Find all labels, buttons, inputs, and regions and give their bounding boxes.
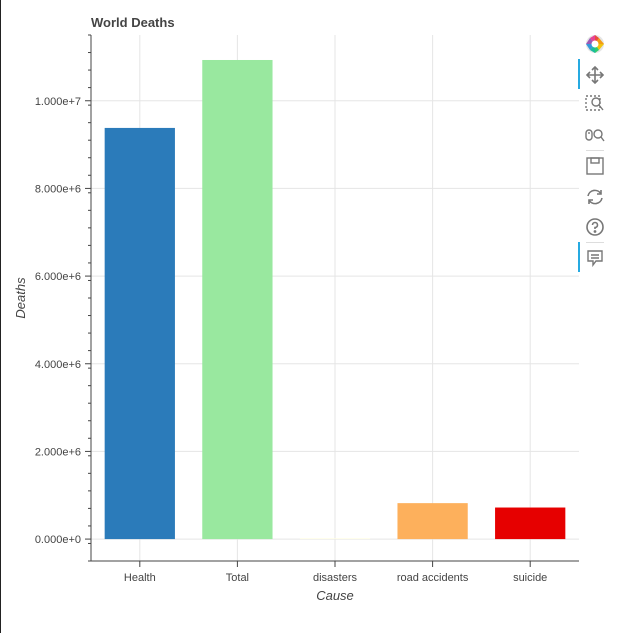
y-tick-label: 4.000e+6 xyxy=(35,359,81,371)
toolbar-divider xyxy=(586,150,604,151)
bokeh-logo-icon[interactable] xyxy=(584,33,606,55)
y-axis-label: Deaths xyxy=(13,277,28,319)
chart-title: World Deaths xyxy=(91,15,175,30)
reset-icon[interactable] xyxy=(584,186,606,208)
toolbar-divider xyxy=(586,242,604,243)
y-tick-label: 0.000e+0 xyxy=(35,534,81,546)
y-tick-label: 2.000e+6 xyxy=(35,446,81,458)
help-icon[interactable] xyxy=(584,216,606,238)
x-tick-label: Health xyxy=(124,572,156,584)
x-tick-label: Total xyxy=(226,572,249,584)
bar-health xyxy=(104,127,175,540)
x-tick-label: suicide xyxy=(513,572,547,584)
save-icon[interactable] xyxy=(584,155,606,177)
x-tick-label: road accidents xyxy=(397,572,469,584)
y-tick-label: 1.000e+7 xyxy=(35,96,81,108)
page-border xyxy=(0,0,1,633)
y-tick-label: 8.000e+6 xyxy=(35,183,81,195)
bar-disasters xyxy=(299,538,371,540)
hover-icon[interactable] xyxy=(584,247,606,269)
bar-suicide xyxy=(495,507,566,540)
bars xyxy=(104,59,566,540)
axes: 0.000e+0 2.000e+6 4.000e+6 6.000e+6 8.000e+6… xyxy=(35,34,579,584)
y-tick-label: 6.000e+6 xyxy=(35,271,81,283)
pan-active-indicator xyxy=(578,59,580,89)
wheel-zoom-icon[interactable] xyxy=(584,124,606,146)
x-tick-label: disasters xyxy=(313,572,358,584)
hover-active-indicator xyxy=(578,242,580,272)
box-zoom-icon[interactable] xyxy=(584,93,606,115)
bar-total xyxy=(202,59,273,540)
bar-road-accidents xyxy=(397,503,468,540)
pan-icon[interactable] xyxy=(584,64,606,86)
x-axis-label: Cause xyxy=(316,588,354,603)
